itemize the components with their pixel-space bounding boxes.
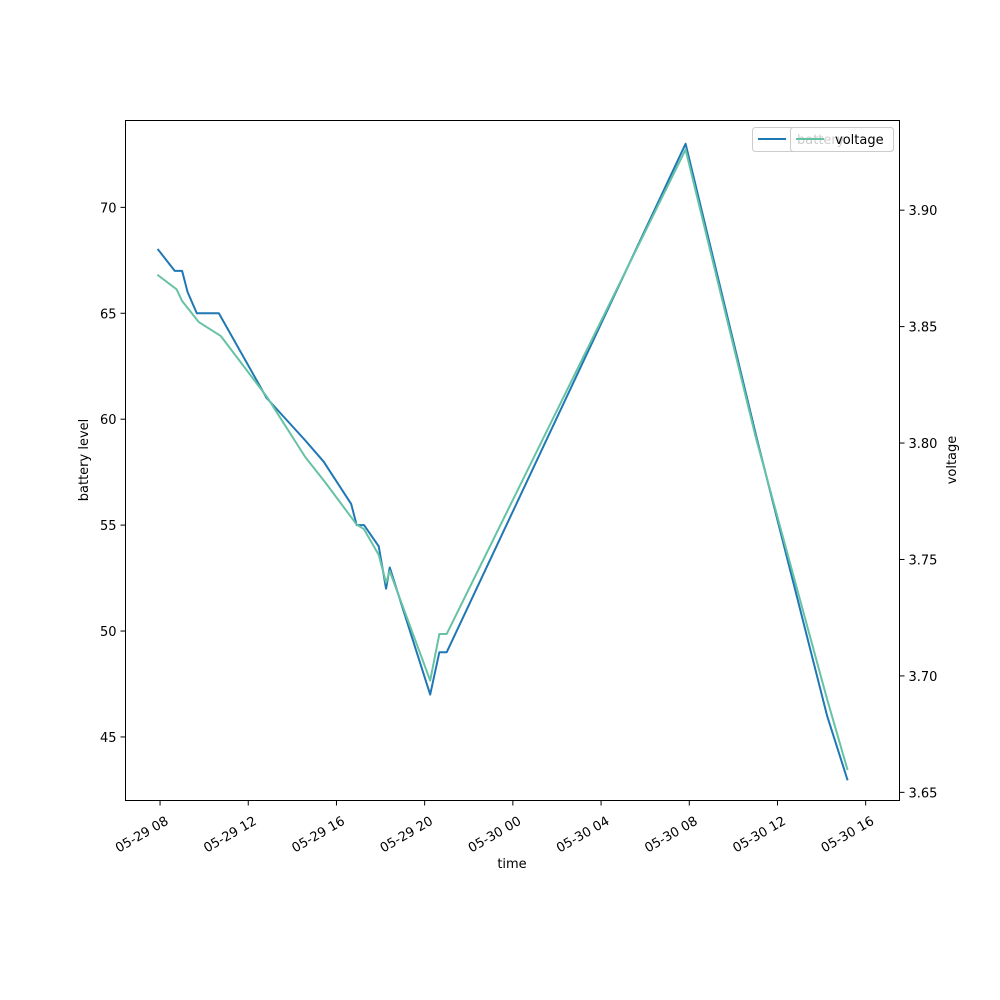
y-left-tick-label-5: 70 (100, 201, 117, 216)
y-right-tick-label-1: 3.70 (909, 670, 938, 685)
y-left-tick-label-1: 50 (100, 625, 117, 640)
y-axis-right-label: voltage (945, 436, 960, 485)
series-layer (156, 142, 849, 781)
y-right-tick-label-0: 3.65 (909, 786, 938, 801)
legend-voltage-label: voltage (835, 133, 884, 148)
series-line-battery (156, 142, 849, 781)
y-right-tick-label-2: 3.75 (909, 553, 938, 568)
y-right-tick-label-5: 3.90 (909, 204, 938, 219)
series-line-voltage (156, 148, 849, 771)
y-axis-left: 45 50 55 60 65 70 (100, 201, 126, 746)
x-axis-label: time (497, 857, 526, 872)
y-left-tick-label-3: 60 (100, 413, 117, 428)
y-right-tick-label-4: 3.85 (909, 321, 938, 336)
y-left-tick-label-0: 45 (100, 731, 117, 746)
y-right-tick-label-3: 3.80 (909, 437, 938, 452)
legend-voltage: voltage (790, 127, 894, 152)
y-axis-left-label: battery level (77, 419, 92, 502)
legend-voltage-box (790, 127, 894, 152)
y-left-tick-label-2: 55 (100, 519, 117, 534)
y-left-tick-label-4: 65 (100, 307, 117, 322)
y-axis-right: 3.65 3.70 3.75 3.80 3.85 3.90 (899, 204, 938, 801)
